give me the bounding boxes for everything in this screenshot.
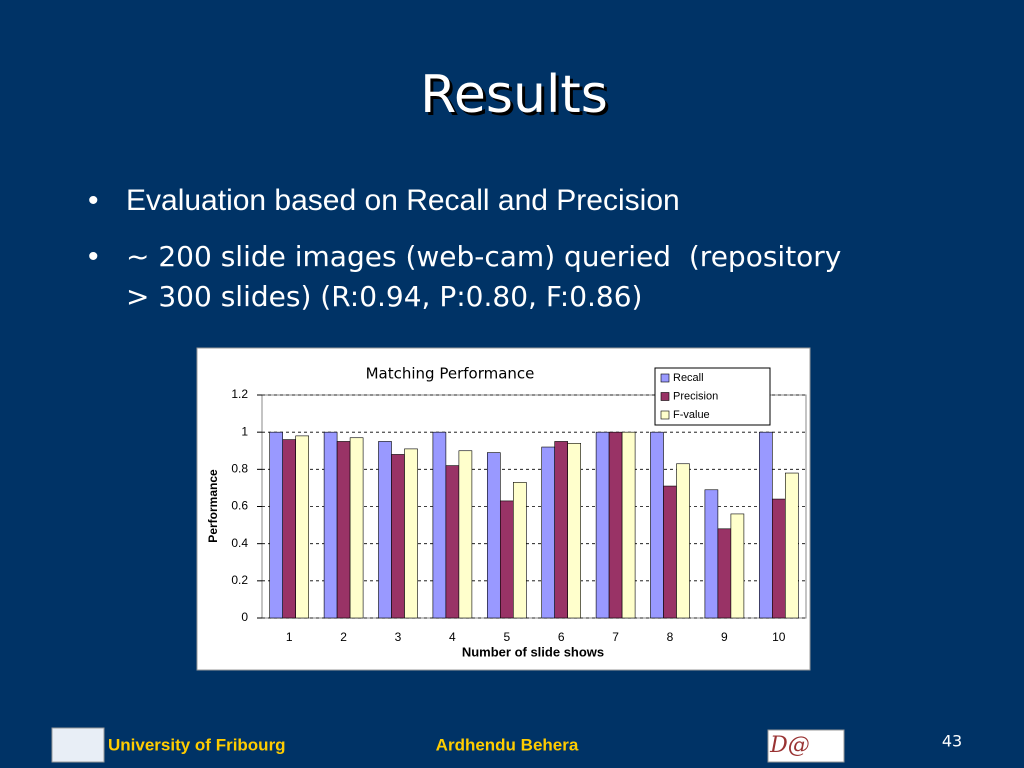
slide-title: Results xyxy=(420,65,608,125)
x-tick-label: 3 xyxy=(395,630,402,644)
bar xyxy=(621,431,636,619)
y-tick-label: 0.2 xyxy=(231,573,248,587)
bullet-symbol: • xyxy=(88,184,99,217)
x-tick-label: 2 xyxy=(340,630,347,644)
bar xyxy=(595,431,610,619)
bar xyxy=(269,431,284,619)
x-tick-label: 6 xyxy=(558,630,565,644)
y-tick-label: 0 xyxy=(241,610,248,624)
chart-title: Matching Performance xyxy=(366,365,535,383)
y-axis-label: Performance xyxy=(206,469,220,543)
bullet-text: ~ 200 slide images (web-cam) queried (re… xyxy=(126,240,841,273)
page-number: 43 xyxy=(942,732,962,751)
bar xyxy=(323,431,338,619)
bar xyxy=(730,513,745,619)
bar xyxy=(541,446,556,619)
x-tick-label: 1 xyxy=(286,630,293,644)
bar xyxy=(295,435,310,619)
bar xyxy=(378,441,392,619)
title-shadow: Results xyxy=(423,68,611,128)
bar xyxy=(336,441,351,619)
bar xyxy=(282,439,297,619)
legend-label: F-value xyxy=(673,409,710,421)
bar xyxy=(758,431,773,619)
y-tick-label: 0.4 xyxy=(231,536,248,550)
x-axis-label: Number of slide shows xyxy=(462,644,604,659)
bar xyxy=(608,431,623,619)
x-tick-label: 4 xyxy=(449,630,456,644)
legend-label: Precision xyxy=(673,390,718,402)
y-tick-label: 0.6 xyxy=(231,499,248,513)
legend-box xyxy=(654,367,771,426)
bullet-text: Evaluation based on Recall and Precision xyxy=(126,184,680,217)
bar xyxy=(391,454,405,619)
bullet-text: > 300 slides) (R:0.94, P:0.80, F:0.86) xyxy=(126,280,642,313)
bar xyxy=(704,489,719,619)
group-logo xyxy=(767,729,845,763)
y-tick-label: 0.8 xyxy=(231,462,248,476)
bar xyxy=(650,431,664,619)
group-logo-text: D@ xyxy=(769,733,810,758)
bar xyxy=(445,465,460,619)
x-tick-label: 10 xyxy=(772,630,786,644)
x-tick-label: 8 xyxy=(667,630,674,644)
footer-author: Ardhendu Behera xyxy=(436,735,579,754)
x-tick-label: 5 xyxy=(503,630,510,644)
legend-label: Recall xyxy=(673,372,704,384)
university-logo xyxy=(51,727,105,763)
bar xyxy=(771,498,786,619)
bar xyxy=(784,472,799,619)
x-tick-label: 9 xyxy=(721,630,728,644)
bar xyxy=(512,482,527,619)
bar xyxy=(499,500,514,619)
legend-swatch xyxy=(660,410,670,420)
bar xyxy=(554,441,569,619)
bar xyxy=(717,528,732,619)
bar xyxy=(432,431,447,619)
x-tick-label: 7 xyxy=(612,630,619,644)
footer-university: University of Fribourg xyxy=(108,735,286,754)
bar xyxy=(486,452,501,619)
bar xyxy=(567,443,582,619)
bar xyxy=(458,450,473,619)
bar xyxy=(404,448,418,619)
bullet-symbol: • xyxy=(88,240,99,273)
y-tick-label: 1 xyxy=(241,424,248,438)
bar xyxy=(676,463,690,619)
legend-swatch xyxy=(660,373,670,383)
bar xyxy=(349,437,364,619)
legend-swatch xyxy=(660,392,670,401)
bar xyxy=(663,485,677,619)
y-tick-label: 1.2 xyxy=(231,387,248,401)
